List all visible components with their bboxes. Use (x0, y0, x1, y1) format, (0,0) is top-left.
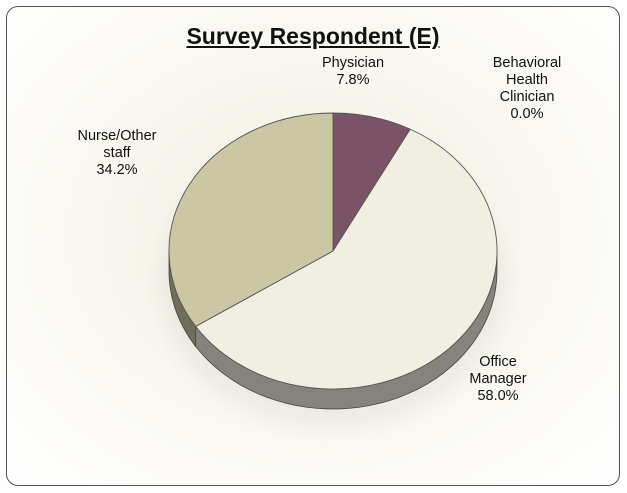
pie-slice-3 (168, 112, 334, 327)
data-label-0: Physician 7.8% (322, 55, 384, 88)
data-label-value: 34.2% (96, 162, 137, 178)
data-label-text: Health (506, 72, 548, 88)
data-label-3: Nurse/Other staff 34.2% (78, 128, 157, 178)
data-label-1: Behavioral Health Clinician 0.0% (493, 55, 562, 122)
pie-slice-2 (194, 128, 498, 390)
data-label-text: Manager (469, 371, 526, 387)
data-label-text: Clinician (500, 89, 555, 105)
chart-frame: Survey Respondent (E) Physician 7.8% Behav… (6, 6, 620, 486)
data-label-value: 58.0% (477, 388, 518, 404)
data-label-2: Office Manager 58.0% (469, 354, 526, 404)
chart-title: Survey Respondent (E) (186, 23, 440, 49)
data-label-text: Physician (322, 55, 384, 71)
data-label-text: Behavioral (493, 55, 562, 71)
data-label-text: Nurse/Other (78, 128, 157, 144)
data-label-text: Office (479, 354, 517, 370)
data-label-text: staff (103, 145, 131, 161)
data-label-value: 0.0% (510, 106, 543, 122)
data-label-value: 7.8% (336, 72, 369, 88)
pie-chart: Physician 7.8% Behavioral Health Clinician 0.… (78, 55, 562, 423)
